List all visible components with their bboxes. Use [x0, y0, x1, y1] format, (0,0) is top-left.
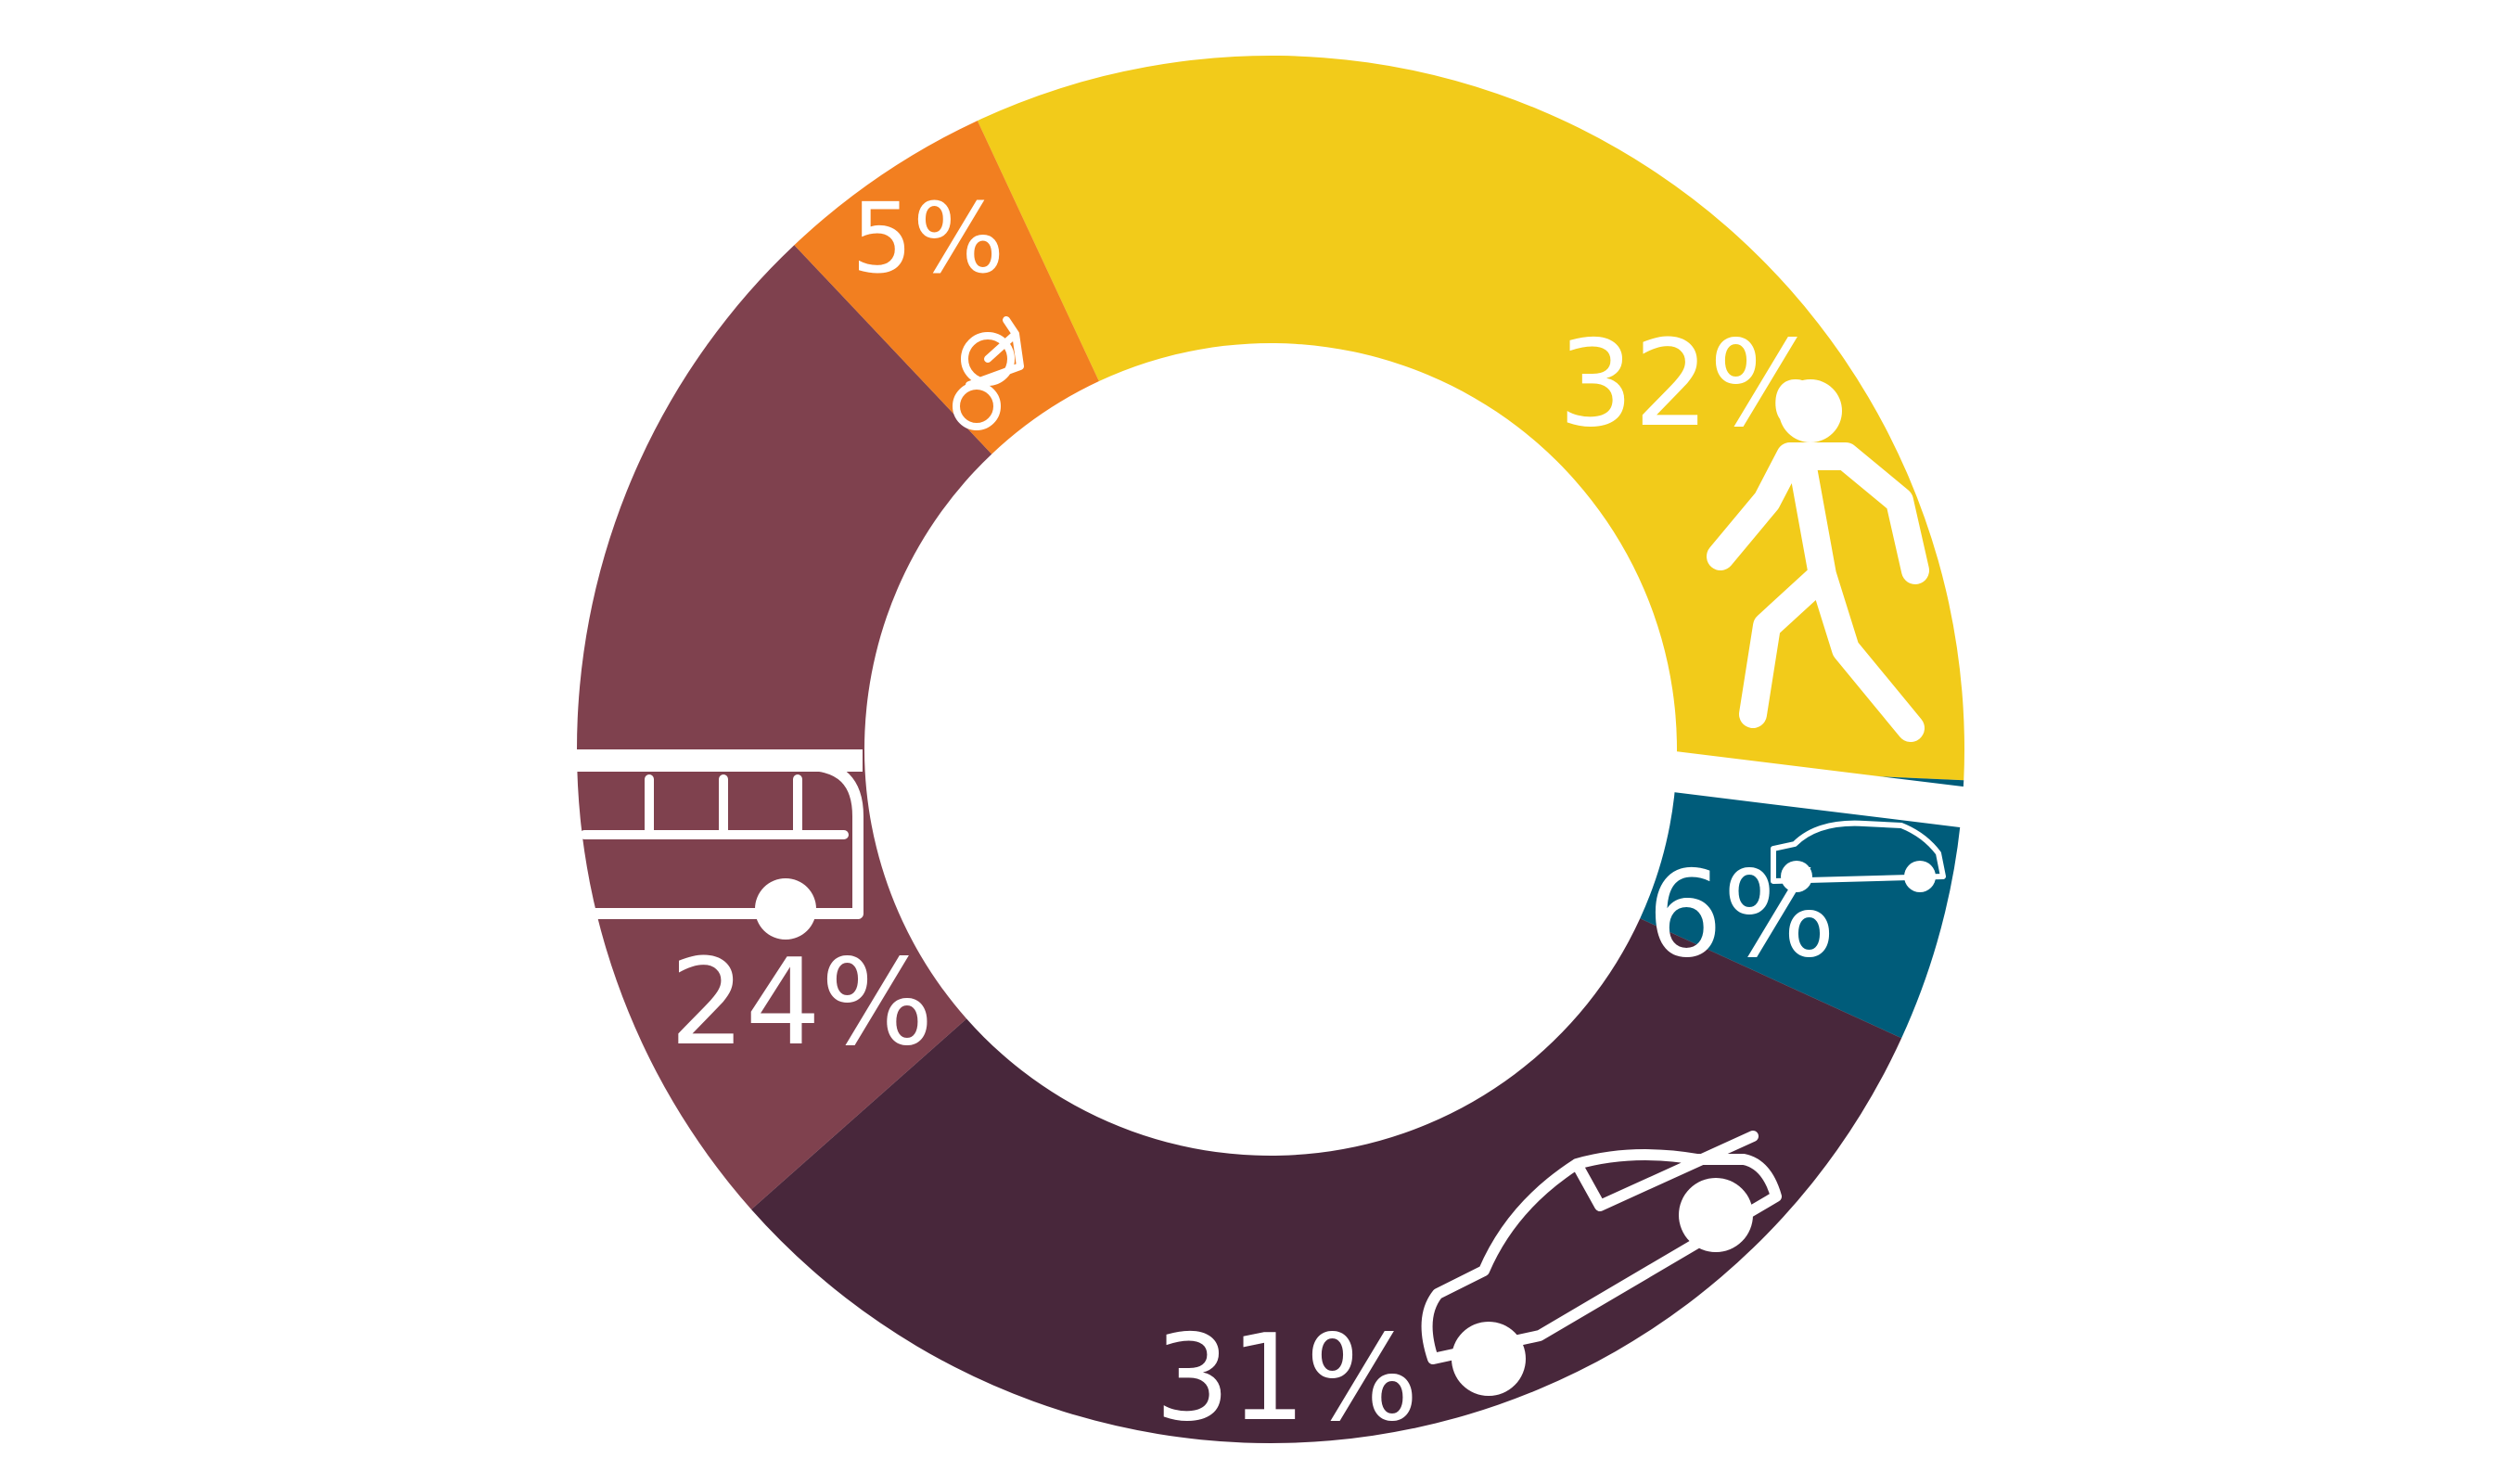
- ring-gap-right: [1655, 749, 1974, 829]
- slice-label-bus: 24%: [670, 934, 934, 1072]
- walking-person-icon: [1707, 379, 1929, 742]
- bus-icon: [579, 760, 863, 940]
- slice-small-car: [1640, 767, 1964, 1039]
- slice-label-car: 31%: [1155, 1310, 1419, 1448]
- slice-bike: [794, 121, 1099, 454]
- car-icon: [1421, 1131, 1782, 1396]
- slice-label-bike: 5%: [851, 182, 1004, 295]
- slice-bus: [576, 245, 992, 1209]
- slice-car: [751, 918, 1902, 1444]
- small-car-icon: [1771, 820, 1946, 892]
- slice-label-walk: 32%: [1558, 315, 1823, 454]
- slice-walk: [977, 55, 1964, 781]
- bicycle-icon: [953, 316, 1024, 430]
- donut-slices: [576, 55, 1964, 1444]
